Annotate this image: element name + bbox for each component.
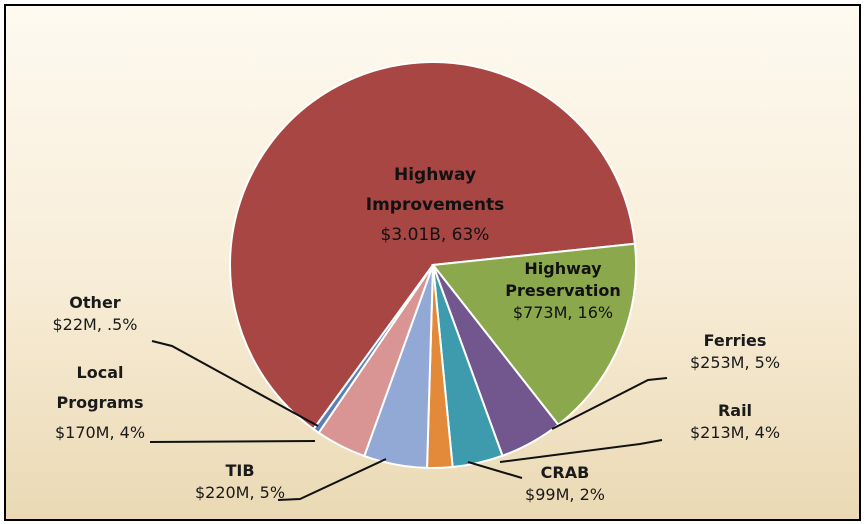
slice-label: Highway Improvements $3.01B, 63% — [335, 160, 535, 250]
leader-line — [551, 377, 668, 430]
leader-line — [499, 439, 663, 463]
leader-lines — [149, 340, 668, 501]
slice-label: Rail $213M, 4% — [650, 400, 820, 444]
leader-line — [149, 440, 316, 443]
category-name: Highway Improvements — [365, 165, 505, 215]
category-name: Rail — [717, 401, 753, 420]
slice-label: Ferries $253M, 5% — [650, 330, 820, 374]
category-name: Local Programs — [56, 363, 144, 412]
value-label: $22M, .5% — [52, 315, 138, 334]
value-label: $99M, 2% — [525, 485, 605, 504]
slice-label: CRAB $99M, 2% — [490, 462, 640, 506]
category-name: Other — [69, 293, 121, 312]
pie-slice — [431, 242, 637, 427]
value-label: $253M, 5% — [689, 353, 781, 372]
value-label: $170M, 4% — [54, 423, 146, 442]
pie-slice — [312, 264, 434, 435]
slice-label: Other $22M, .5% — [20, 292, 170, 336]
value-label: $213M, 4% — [689, 423, 781, 442]
slices — [229, 61, 637, 469]
category-name: Highway Preservation — [505, 259, 621, 300]
value-label: $220M, 5% — [194, 483, 286, 502]
category-name: CRAB — [540, 463, 590, 482]
slice-label: TIB $220M, 5% — [160, 460, 320, 504]
leader-line — [467, 461, 523, 479]
leader-line — [277, 458, 387, 501]
value-label: $773M, 16% — [512, 303, 614, 322]
slice-label: Highway Preservation $773M, 16% — [488, 258, 638, 324]
pie-slice — [229, 61, 636, 431]
category-name: Ferries — [703, 331, 767, 350]
slice-label: Local Programs $170M, 4% — [20, 358, 180, 448]
leader-line — [151, 340, 319, 427]
value-label: $3.01B, 63% — [380, 225, 490, 245]
category-name: TIB — [225, 461, 255, 480]
